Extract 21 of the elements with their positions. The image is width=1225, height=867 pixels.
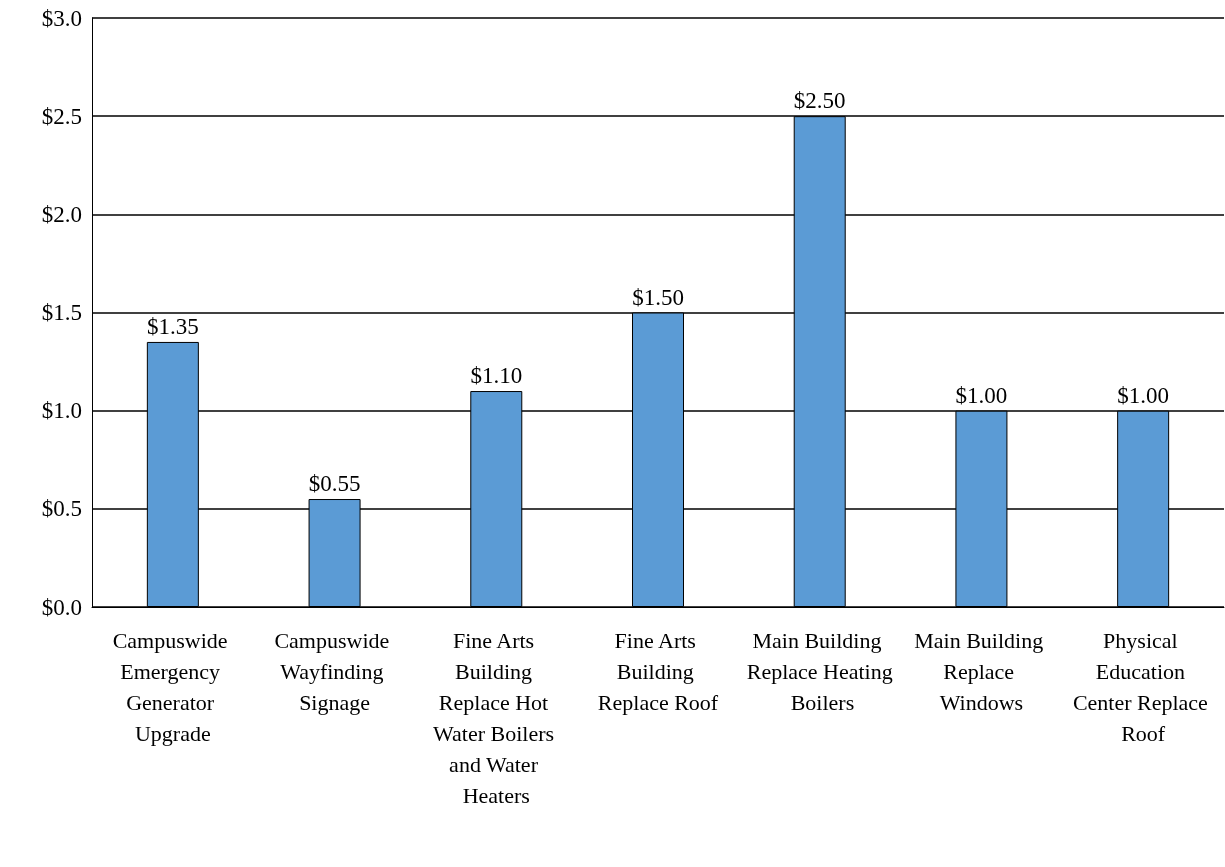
x-tick-label: Main Building Replace Heating Boilers [746, 628, 893, 715]
data-label: $2.50 [793, 88, 846, 114]
y-tick-label: $0.5 [41, 496, 82, 522]
x-tick-label: Fine Arts Building Replace Hot Water Boilers and Water Heaters [433, 628, 560, 808]
x-tick-label: Physical Education Center Replace Roof [1072, 628, 1214, 746]
y-tick-label: $0.0 [41, 594, 82, 620]
data-label: $0.55 [308, 471, 361, 497]
data-label: $1.10 [470, 363, 523, 389]
data-label: $1.35 [146, 313, 199, 339]
x-tick-label: Fine Arts Building Replace Roof [597, 628, 719, 715]
x-tick-label: Main Building Replace Windows [914, 628, 1049, 715]
y-tick-label: $2.5 [41, 103, 82, 129]
y-tick-label: $2.0 [41, 201, 82, 227]
y-tick-label: $3.0 [41, 5, 82, 31]
data-label: $1.00 [955, 382, 1008, 408]
x-tick-label: Campuswide Wayfinding Signage [274, 628, 395, 715]
x-tick-label: Campuswide Emergency Generator Upgrade [112, 628, 234, 746]
data-label: $1.50 [632, 284, 684, 310]
data-label: $1.00 [1117, 382, 1170, 408]
y-tick-label: $1.5 [41, 300, 82, 325]
y-tick-label: $1.0 [41, 398, 82, 424]
